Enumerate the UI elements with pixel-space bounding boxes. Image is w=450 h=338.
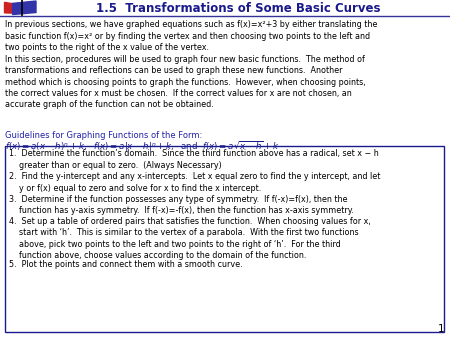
Text: 1: 1 — [438, 324, 445, 334]
Polygon shape — [13, 1, 36, 15]
Text: 2.  Find the y-intercept and any x-intercepts.  Let x equal zero to find the y i: 2. Find the y-intercept and any x-interc… — [9, 172, 380, 193]
Text: In previous sections, we have graphed equations such as f(x)=x²+3 by either tran: In previous sections, we have graphed eq… — [5, 20, 378, 110]
Text: Guidelines for Graphing Functions of the Form:: Guidelines for Graphing Functions of the… — [5, 131, 202, 140]
Text: 4.  Set up a table of ordered pairs that satisfies the function.  When choosing : 4. Set up a table of ordered pairs that … — [9, 217, 371, 260]
Text: 1.5  Transformations of Some Basic Curves: 1.5 Transformations of Some Basic Curves — [96, 2, 381, 15]
Polygon shape — [4, 2, 25, 14]
Text: 1.  Determine the function’s domain.  Since the third function above has a radic: 1. Determine the function’s domain. Sinc… — [9, 149, 379, 170]
FancyBboxPatch shape — [5, 146, 444, 332]
Text: 3.  Determine if the function possesses any type of symmetry.  If f(-x)=f(x), th: 3. Determine if the function possesses a… — [9, 195, 354, 215]
Text: $f(x) = a(x-h)^n+k,$  $f(x) = a|x-h|^n+k,$  and  $f(x) = a\sqrt{x-h}+k$: $f(x) = a(x-h)^n+k,$ $f(x) = a|x-h|^n+k,… — [5, 139, 280, 154]
Text: 5.  Plot the points and connect them with a smooth curve.: 5. Plot the points and connect them with… — [9, 260, 243, 269]
